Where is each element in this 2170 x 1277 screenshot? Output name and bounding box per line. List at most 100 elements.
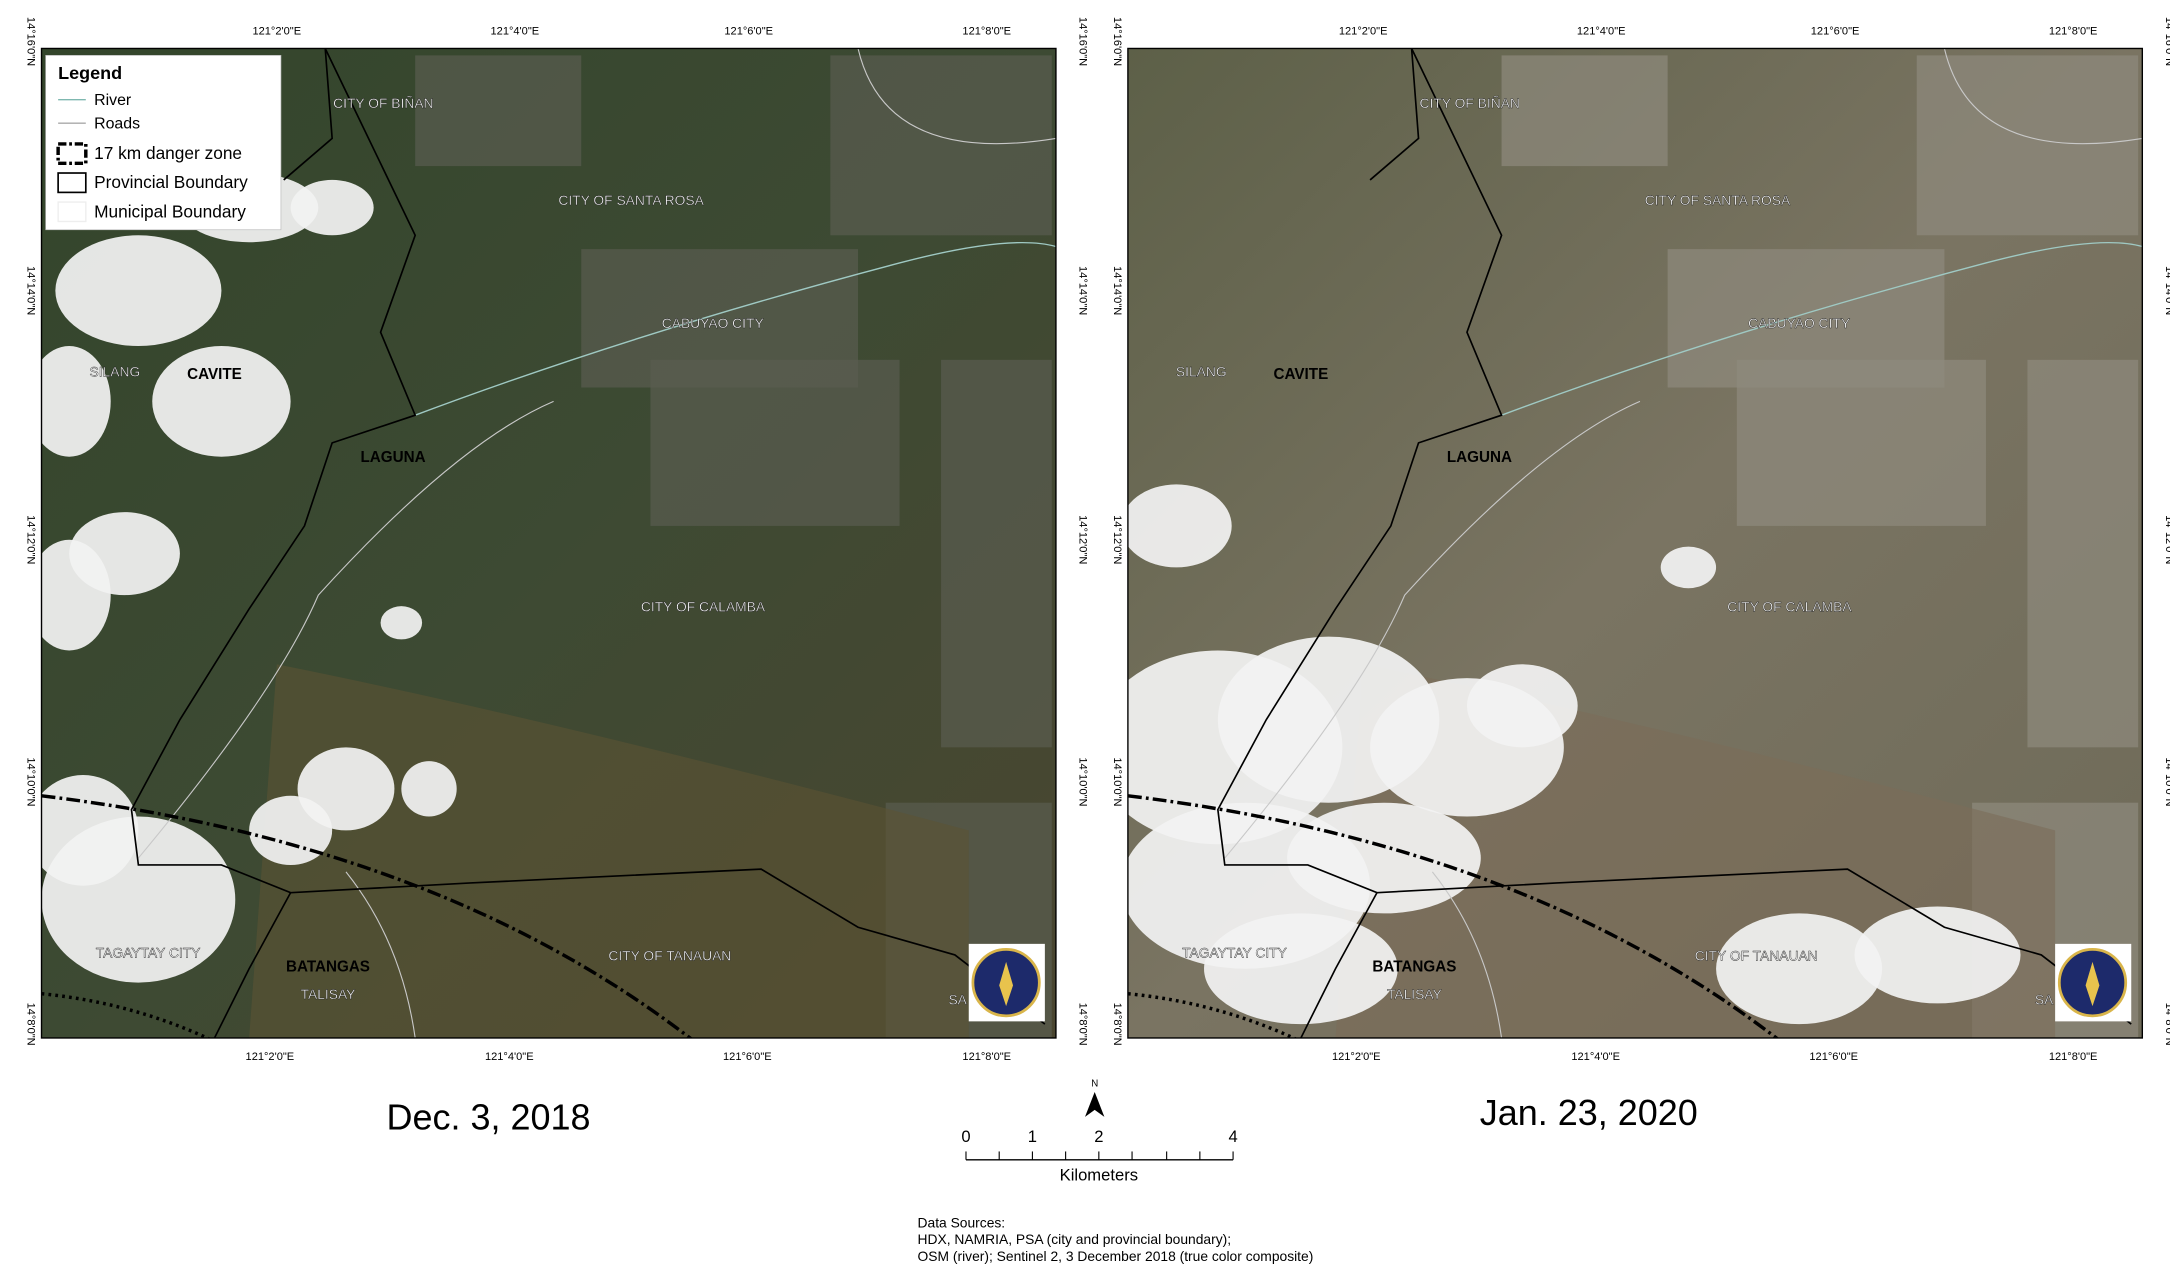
data-source: OSM (river); Sentinel 2, 3 December 2018… <box>918 1248 1314 1264</box>
place-label: BATANGAS <box>1372 959 1456 976</box>
cloud <box>1660 546 1717 589</box>
north-arrow <box>1085 1091 1105 1117</box>
place-label: TAGAYTAY CITY <box>1182 945 1287 961</box>
map-frame <box>1127 47 2144 1039</box>
latitude-label: 14°8'0"N <box>1076 1003 1088 1046</box>
legend-box <box>45 55 282 231</box>
road <box>1224 400 1641 859</box>
latitude-label: 14°10'0"N <box>1111 757 1123 806</box>
urban-area <box>830 55 1052 236</box>
place-label: CITY OF SANTA ROSA <box>558 192 704 208</box>
place-label: SA <box>948 992 967 1008</box>
scale-label: 1 <box>1028 1127 1037 1146</box>
cloud <box>1466 664 1578 748</box>
longitude-label: 121°6'0"E <box>1809 1051 1858 1063</box>
provincial-boundary <box>1300 892 1378 1038</box>
farmland <box>249 664 969 1038</box>
cloud <box>380 606 423 640</box>
cloud <box>55 235 222 347</box>
longitude-label: 121°6'0"E <box>724 26 773 38</box>
place-label: CITY OF CALAMBA <box>641 599 766 615</box>
longitude-label: 121°8'0"E <box>962 26 1011 38</box>
road <box>857 48 1056 145</box>
provincial-boundary <box>283 48 334 181</box>
latitude-label: 14°10'0"N <box>1076 757 1088 806</box>
place-label: BATANGAS <box>286 959 370 976</box>
cloud <box>1287 802 1481 914</box>
cloud <box>1716 913 1883 1025</box>
map-frame <box>40 47 1057 1039</box>
latitude-label: 14°14'0"N <box>25 266 37 315</box>
latitude-label: 14°12'0"N <box>1076 515 1088 564</box>
danger-zone-outer <box>41 991 212 1038</box>
place-label: CITY OF BIÑAN <box>333 95 433 111</box>
longitude-label: 121°4'0"E <box>1571 1051 1620 1063</box>
cloud <box>401 761 457 817</box>
place-label: LAGUNA <box>360 449 425 466</box>
cloud <box>1854 906 2021 1004</box>
latitude-label: 14°16'0"N <box>25 17 37 66</box>
cloud <box>41 346 111 457</box>
scale-unit: Kilometers <box>1060 1166 1138 1185</box>
road <box>137 400 554 859</box>
cloud <box>152 346 291 457</box>
river <box>1501 241 2143 416</box>
legend-municipal-symbol <box>57 201 87 223</box>
cloud <box>1204 913 1398 1025</box>
longitude-label: 121°2'0"E <box>246 1051 295 1063</box>
road <box>1943 48 2143 145</box>
scale-label: 0 <box>961 1127 970 1146</box>
latitude-label: 14°12'0"N <box>1111 515 1123 564</box>
legend-title: Legend <box>58 63 122 83</box>
place-label: TAGAYTAY CITY <box>96 945 201 961</box>
place-label: CAVITE <box>1274 366 1329 383</box>
place-label: TALISAY <box>301 986 356 1002</box>
provincial-boundary <box>1369 48 1420 181</box>
legend-item: Roads <box>94 116 140 133</box>
provincial-boundary <box>213 892 292 1038</box>
data-source: Data Sources: <box>918 1215 1006 1231</box>
longitude-label: 121°8'0"E <box>2049 1051 2098 1063</box>
map-panel: CITY OF BIÑAN CITY OF SANTA ROSA CABUYAO C… <box>1111 17 2170 1063</box>
place-label: CITY OF BIÑAN <box>1420 95 1520 111</box>
longitude-label: 121°8'0"E <box>962 1051 1011 1063</box>
urban-area <box>941 359 1052 748</box>
provincial-boundary <box>1217 48 2132 1025</box>
satellite-image: CITY OF BIÑAN CITY OF SANTA ROSA CABUYAO C… <box>1127 48 2143 1038</box>
latitude-label: 14°16'0"N <box>1076 17 1088 66</box>
legend-item: Provincial Boundary <box>94 172 248 192</box>
provincial-boundary <box>130 48 1046 1025</box>
longitude-label: 121°4'0"E <box>491 26 540 38</box>
place-label: SA <box>2035 992 2054 1008</box>
latitude-label: 14°8'0"N <box>1111 1003 1123 1046</box>
longitude-label: 121°8'0"E <box>2049 26 2098 38</box>
latitude-label: 14°14'0"N <box>2163 266 2170 315</box>
latitude-label: 14°10'0"N <box>2163 757 2170 806</box>
data-source: HDX, NAMRIA, PSA (city and provincial bo… <box>918 1231 1232 1247</box>
cloud <box>249 795 333 865</box>
urban-area <box>2027 359 2139 748</box>
urban-area <box>650 359 900 526</box>
longitude-label: 121°6'0"E <box>1811 26 1860 38</box>
place-label: LAGUNA <box>1447 449 1512 466</box>
latitude-label: 14°8'0"N <box>2163 1003 2170 1046</box>
scale-label: 2 <box>1094 1127 1103 1146</box>
danger-zone-outer <box>1127 991 1298 1038</box>
latitude-label: 14°8'0"N <box>25 1003 37 1046</box>
urban-area <box>1916 55 2139 236</box>
longitude-label: 121°4'0"E <box>485 1051 534 1063</box>
latitude-label: 14°10'0"N <box>25 757 37 806</box>
cloud <box>41 539 111 651</box>
urban-area <box>415 55 582 167</box>
legend-provincial-symbol <box>57 172 87 194</box>
latitude-label: 14°14'0"N <box>1111 266 1123 315</box>
longitude-label: 121°2'0"E <box>1339 26 1388 38</box>
cloud <box>290 179 374 236</box>
latitude-label: 14°12'0"N <box>2163 515 2170 564</box>
danger-zone <box>41 794 693 1038</box>
place-label: CITY OF TANAUAN <box>608 947 731 963</box>
legend-item: Municipal Boundary <box>94 201 246 221</box>
map-date: Dec. 3, 2018 <box>387 1096 591 1137</box>
agency-logo-star <box>999 961 1014 1007</box>
